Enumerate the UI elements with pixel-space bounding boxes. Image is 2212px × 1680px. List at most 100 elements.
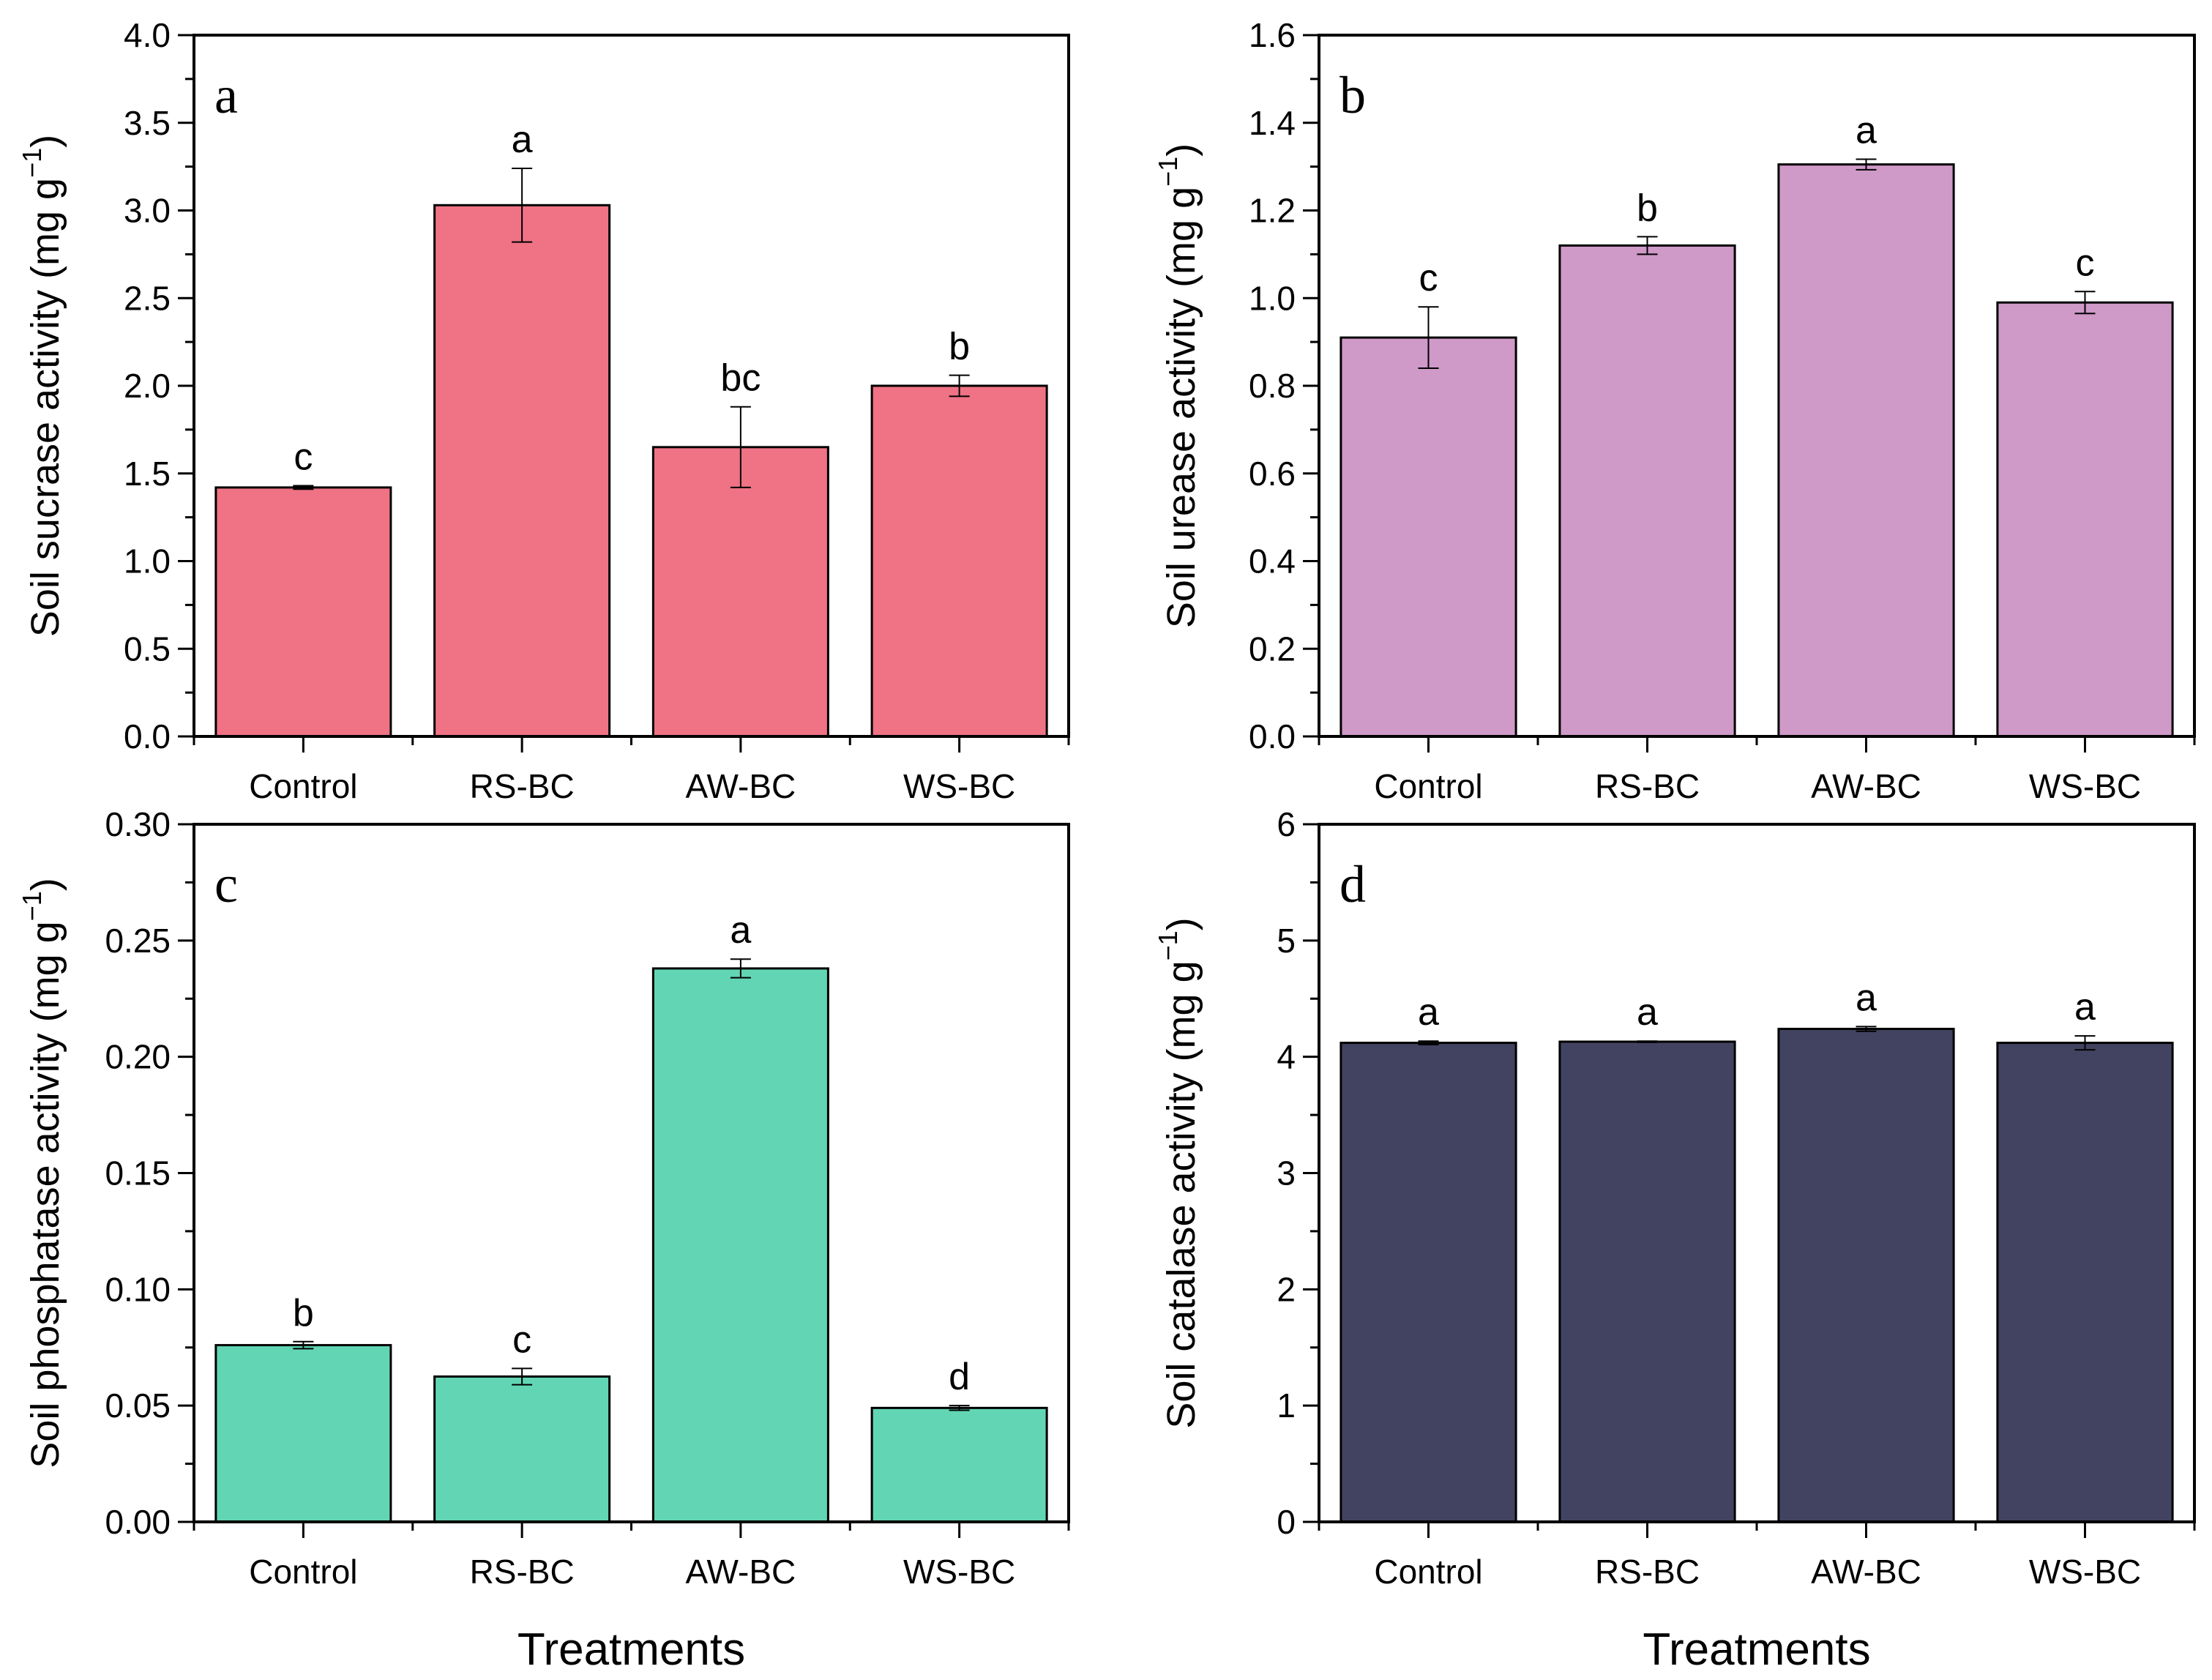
y-tick-label: 0 xyxy=(1277,1503,1296,1541)
x-tick-label: Control xyxy=(249,1553,357,1591)
panel-label: b xyxy=(1339,66,1366,124)
x-tick-label: Control xyxy=(1374,767,1482,805)
x-tick-label: Control xyxy=(249,767,357,805)
y-tick-label: 3.0 xyxy=(124,192,171,230)
plot-frame xyxy=(1318,823,2196,1523)
x-tick-label: RS-BC xyxy=(470,1553,575,1591)
y-tick-label: 1.5 xyxy=(124,455,171,493)
bar-Control xyxy=(1339,1042,1517,1523)
y-axis-title-main: Soil phosphatase activity (mg g xyxy=(23,921,67,1468)
y-tick-label: 1.6 xyxy=(1249,16,1296,54)
x-tick-label: AW-BC xyxy=(685,767,796,805)
y-axis-title-end: ) xyxy=(1159,917,1203,930)
bar-WS-BC xyxy=(870,384,1048,738)
significance-label: a xyxy=(1418,991,1439,1034)
panel-label: d xyxy=(1339,855,1366,914)
y-tick-label: 3.5 xyxy=(124,104,171,142)
significance-label: c xyxy=(1419,257,1438,299)
y-tick-label: 0.15 xyxy=(105,1154,171,1192)
error-bar xyxy=(1418,1040,1439,1045)
y-axis-title-main: Soil catalase activity (mg g xyxy=(1159,960,1203,1428)
y-tick-label: 1.0 xyxy=(124,542,171,580)
x-tick-label: RS-BC xyxy=(1595,767,1700,805)
x-tick-label: AW-BC xyxy=(685,1553,796,1591)
error-bar xyxy=(512,1367,533,1386)
y-tick-label: 2.0 xyxy=(124,367,171,405)
y-tick-label: 3 xyxy=(1277,1154,1296,1192)
y-tick-label: 0.10 xyxy=(105,1270,171,1308)
bar-RS-BC xyxy=(1558,244,1736,738)
x-tick-label: AW-BC xyxy=(1811,1553,1921,1591)
panel-label: a xyxy=(214,66,238,124)
bar-RS-BC xyxy=(433,204,611,738)
y-tick-label: 5 xyxy=(1277,922,1296,960)
y-tick-label: 0.30 xyxy=(105,805,171,843)
y-axis-title-main: Soil sucrase activity (mg g xyxy=(23,178,67,637)
y-axis-title: Soil catalase activity (mg g−1) xyxy=(1153,917,1203,1428)
y-axis-title: Soil phosphatase activity (mg g−1) xyxy=(17,878,67,1468)
x-tick-label: WS-BC xyxy=(2029,767,2141,805)
x-tick-label: WS-BC xyxy=(903,1553,1015,1591)
panel-b: c Control b RS-BC a AW-BC c WS-BC 0.0 0.2 0.4 0.6 0.… xyxy=(1153,16,2196,805)
y-tick-label: 2.5 xyxy=(124,279,171,317)
y-tick-label: 4.0 xyxy=(124,16,171,54)
significance-label: a xyxy=(730,909,751,952)
significance-label: b xyxy=(293,1292,314,1334)
y-tick-label: 6 xyxy=(1277,805,1296,843)
significance-label: b xyxy=(949,326,970,368)
y-tick-label: 1.2 xyxy=(1249,192,1296,230)
y-tick-label: 0.25 xyxy=(105,922,171,960)
x-tick-label: AW-BC xyxy=(1811,767,1921,805)
significance-label: a xyxy=(1856,109,1877,152)
significance-label: a xyxy=(2074,986,2096,1028)
bar-WS-BC xyxy=(1996,301,2174,738)
bar-AW-BC xyxy=(651,967,829,1523)
y-tick-label: 0.0 xyxy=(1249,717,1296,755)
error-bar xyxy=(1637,1040,1658,1043)
y-axis-title-main: Soil urease activity (mg g xyxy=(1159,187,1203,628)
error-bar xyxy=(293,485,314,490)
panel-label: c xyxy=(214,855,238,914)
plot-frame xyxy=(193,823,1070,1523)
error-bar xyxy=(293,1340,314,1350)
bar-RS-BC xyxy=(433,1375,611,1523)
y-tick-label: 0.8 xyxy=(1249,367,1296,405)
y-axis-title: Soil sucrase activity (mg g−1) xyxy=(17,135,67,637)
error-bar xyxy=(730,958,751,979)
bar-AW-BC xyxy=(651,446,829,738)
y-axis-title-superscript: −1 xyxy=(1153,930,1183,960)
error-bar xyxy=(949,374,970,397)
y-tick-label: 0.00 xyxy=(105,1503,171,1541)
y-tick-label: 0.0 xyxy=(124,717,171,755)
significance-label: c xyxy=(2076,242,2095,284)
x-axis-title: Treatments xyxy=(1643,1624,1870,1675)
significance-label: a xyxy=(1856,977,1877,1019)
x-tick-label: RS-BC xyxy=(1595,1553,1700,1591)
y-tick-label: 0.05 xyxy=(105,1386,171,1425)
x-tick-label: RS-BC xyxy=(470,767,575,805)
y-tick-label: 0.5 xyxy=(124,630,171,668)
x-tick-label: WS-BC xyxy=(2029,1553,2141,1591)
y-tick-label: 1 xyxy=(1277,1386,1296,1425)
y-axis-title-end: ) xyxy=(1159,143,1203,157)
y-axis-title-superscript: −1 xyxy=(17,148,47,178)
error-bar xyxy=(1856,158,1877,171)
error-bar xyxy=(1637,236,1658,255)
bar-AW-BC xyxy=(1777,163,1955,738)
significance-label: bc xyxy=(720,357,761,400)
significance-label: a xyxy=(512,119,533,161)
error-bar xyxy=(730,406,751,488)
error-bar xyxy=(949,1405,970,1411)
x-tick-label: WS-BC xyxy=(903,767,1015,805)
bar-WS-BC xyxy=(1996,1042,2174,1523)
y-tick-label: 2 xyxy=(1277,1270,1296,1308)
significance-label: c xyxy=(294,436,313,479)
error-bar xyxy=(2074,1035,2096,1051)
error-bar xyxy=(2074,291,2096,315)
error-bar xyxy=(1418,306,1439,370)
bar-Control xyxy=(1339,336,1517,738)
y-axis-title-superscript: −1 xyxy=(17,891,47,921)
bar-Control xyxy=(214,1344,392,1523)
y-tick-label: 0.6 xyxy=(1249,455,1296,493)
